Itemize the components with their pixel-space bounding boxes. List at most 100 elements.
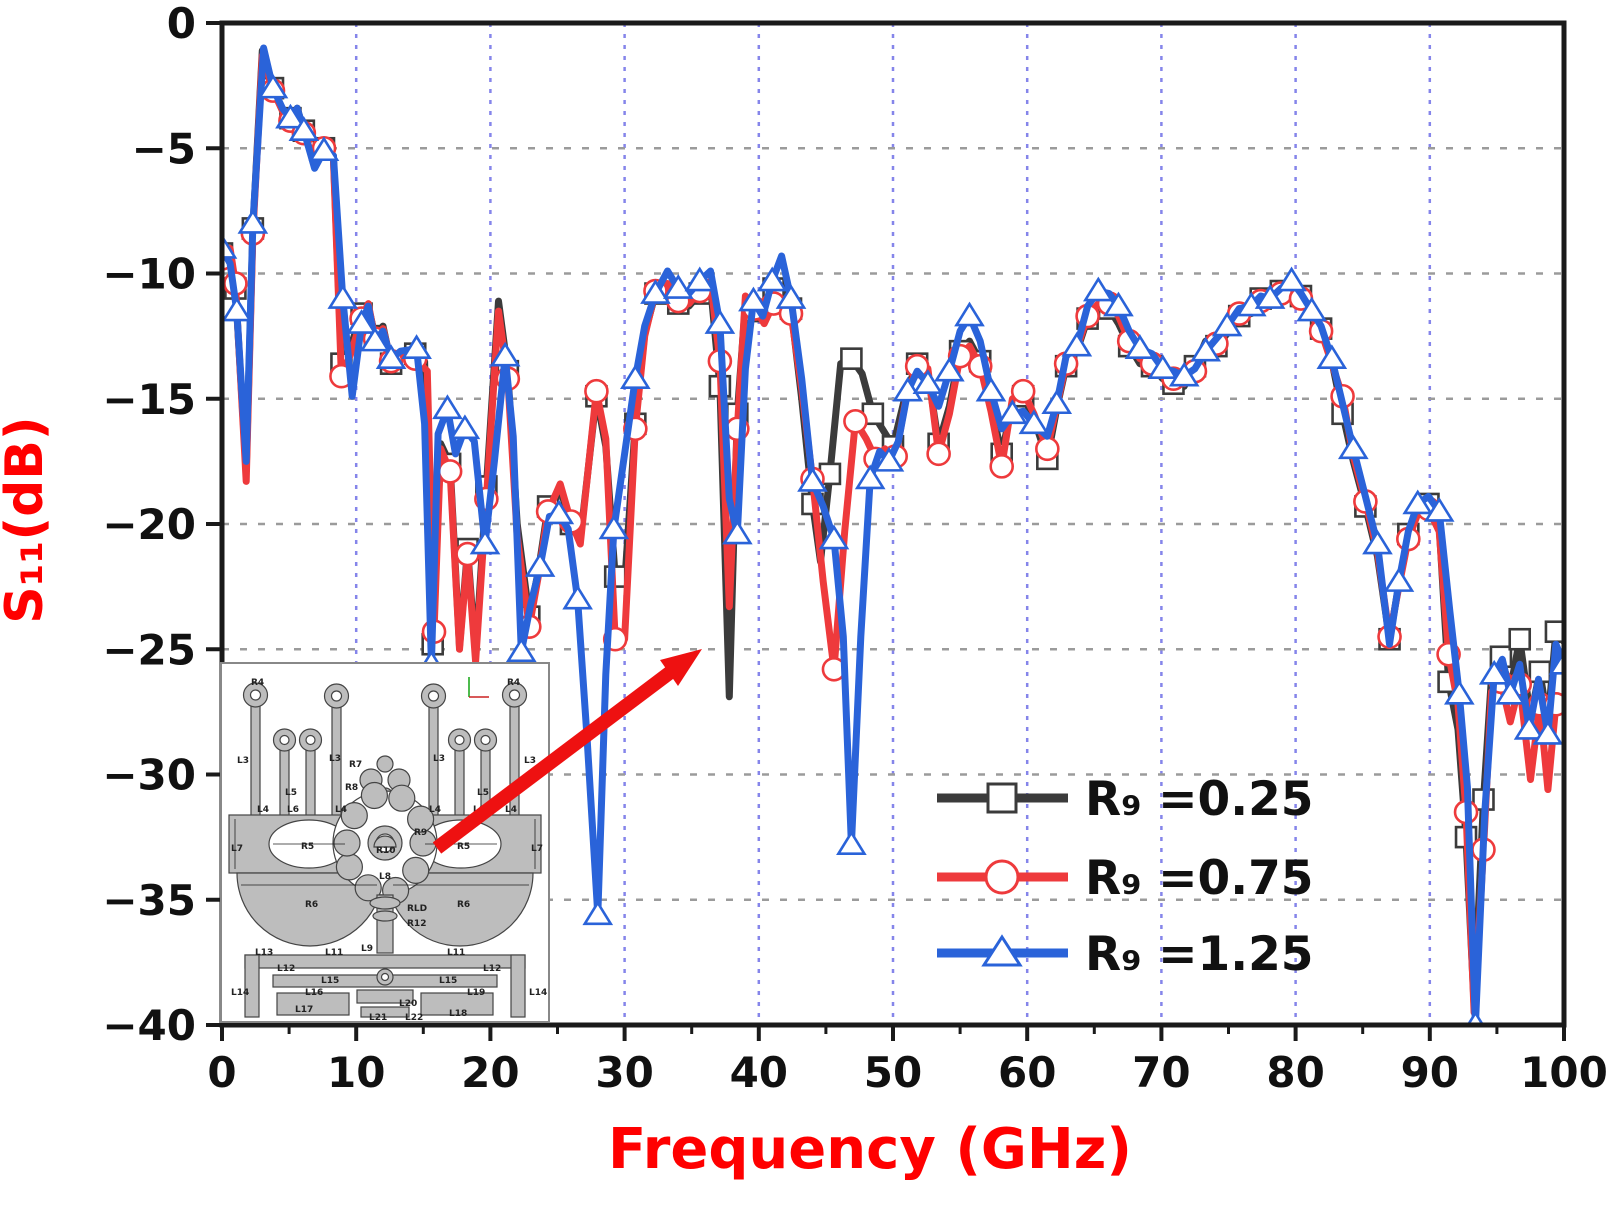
triangle-marker-icon [756, 266, 788, 292]
triangle-marker-icon [489, 341, 521, 367]
inset-label: R6 [457, 900, 470, 910]
y-tick-label: −35 [102, 876, 196, 925]
triangle-marker-icon [375, 344, 407, 369]
annotation-arrow-icon [432, 649, 702, 854]
inset-label: L14 [231, 988, 249, 998]
y-tick-label: −30 [102, 751, 196, 800]
circle-marker-icon [1035, 436, 1060, 462]
triangle-marker-icon [598, 514, 630, 540]
triangle-marker-icon [1082, 276, 1114, 302]
inset-label: R6 [305, 900, 318, 910]
y-tick-label: −20 [102, 500, 196, 549]
inset-label: L13 [255, 948, 273, 958]
triangle-marker-icon [1443, 679, 1475, 705]
triangle-marker-icon [359, 326, 391, 352]
triangle-marker-icon [1337, 434, 1369, 460]
triangle-marker-icon [1103, 291, 1134, 317]
triangle-marker-icon [401, 334, 432, 359]
inset-label: L21 [369, 1013, 387, 1023]
inset-label: L18 [449, 1009, 467, 1019]
plot-frame [219, 20, 1567, 1028]
x-tick-label: 20 [461, 1048, 519, 1097]
inset-label: RLD [407, 904, 427, 914]
y-tick-label: −10 [102, 250, 196, 299]
inset-label: R4 [507, 678, 520, 688]
triangle-marker-icon [1478, 659, 1510, 685]
triangle-marker-icon [1168, 361, 1200, 387]
triangle-marker-icon [704, 309, 736, 334]
y-axis-title: S₁₁(dB) [0, 416, 55, 623]
triangle-marker-icon [975, 376, 1007, 402]
triangle-marker-icon [912, 369, 944, 395]
triangle-marker-icon [818, 524, 850, 550]
triangle-marker-icon [275, 103, 306, 129]
triangle-marker-icon [222, 233, 238, 259]
inset-label: L11 [325, 948, 343, 958]
inset-label: L5 [285, 788, 297, 798]
inset-label: R7 [349, 760, 362, 770]
triangle-marker-icon [1041, 389, 1073, 415]
triangle-marker-icon [640, 279, 671, 304]
circle-marker-icon [984, 859, 1020, 895]
legend-label: R₉ =1.25 [1085, 927, 1313, 982]
inset-antenna-diagram: R4R4L3L3L3L3L5L5R7R8L4L6L4L4L6L4R5R5L7L7… [220, 662, 550, 1023]
x-tick-label: 30 [595, 1048, 653, 1097]
triangle-marker-icon [505, 637, 537, 663]
triangle-marker-icon [582, 900, 614, 926]
circle-marker-icon [437, 459, 463, 484]
triangle-marker-icon [981, 934, 1023, 967]
inset-label: R5 [457, 842, 470, 852]
legend-item-r9-125: R₉ =1.25 [937, 927, 1313, 982]
inset-label: L4 [505, 805, 517, 815]
inset-label: R12 [407, 919, 426, 929]
triangle-marker-icon [684, 266, 716, 292]
inset-label: L22 [405, 1013, 423, 1023]
triangle-marker-icon [308, 136, 340, 162]
triangle-marker-icon [1383, 567, 1415, 592]
triangle-marker-icon [1494, 679, 1526, 705]
x-tick-label: 100 [1520, 1048, 1608, 1097]
triangle-marker-icon [543, 499, 575, 525]
circle-marker-icon [989, 454, 1015, 479]
triangle-marker-icon [1296, 296, 1328, 322]
series-r9-1-25 [222, 44, 1564, 1025]
inset-label: L17 [295, 1005, 313, 1015]
triangle-marker-icon [432, 394, 463, 420]
triangle-marker-icon [1513, 714, 1545, 740]
circle-marker-icon [843, 408, 868, 434]
inset-label: R4 [251, 678, 264, 688]
inset-label: R9 [414, 828, 427, 838]
triangle-marker-icon [721, 519, 753, 545]
inset-label: L15 [321, 976, 339, 986]
inset-label: L12 [277, 964, 295, 974]
legend-item-r9-075: R₉ =0.75 [937, 851, 1313, 906]
triangle-marker-icon [797, 466, 828, 492]
data-series [222, 44, 1564, 1025]
y-tick-label: −40 [102, 1001, 196, 1050]
triangle-marker-icon [1548, 649, 1564, 675]
triangle-marker-icon [1211, 311, 1243, 337]
inset-label: L7 [231, 844, 243, 854]
inset-label: L16 [305, 988, 323, 998]
triangle-marker-icon [934, 356, 965, 382]
triangle-marker-icon [873, 446, 905, 472]
triangle-marker-icon [562, 584, 593, 610]
legend-item-r9-025: R₉ =0.25 [937, 772, 1313, 827]
inset-label: L3 [433, 754, 445, 764]
triangle-marker-icon [1532, 719, 1564, 745]
inset-label: L5 [477, 788, 489, 798]
triangle-marker-icon [449, 414, 481, 440]
inset-label: L9 [361, 944, 373, 954]
triangle-marker-icon [237, 208, 269, 234]
inset-label: L8 [379, 872, 391, 882]
inset-label: L3 [329, 754, 341, 764]
square-marker-icon [986, 782, 1018, 814]
inset-label: L4 [429, 805, 441, 815]
triangle-marker-icon [524, 552, 556, 577]
x-axis-title: Frequency (GHz) [608, 1117, 1132, 1182]
x-tick-label: 90 [1401, 1048, 1459, 1097]
y-tick-label: −25 [102, 625, 196, 674]
inset-label: L4 [335, 805, 347, 815]
